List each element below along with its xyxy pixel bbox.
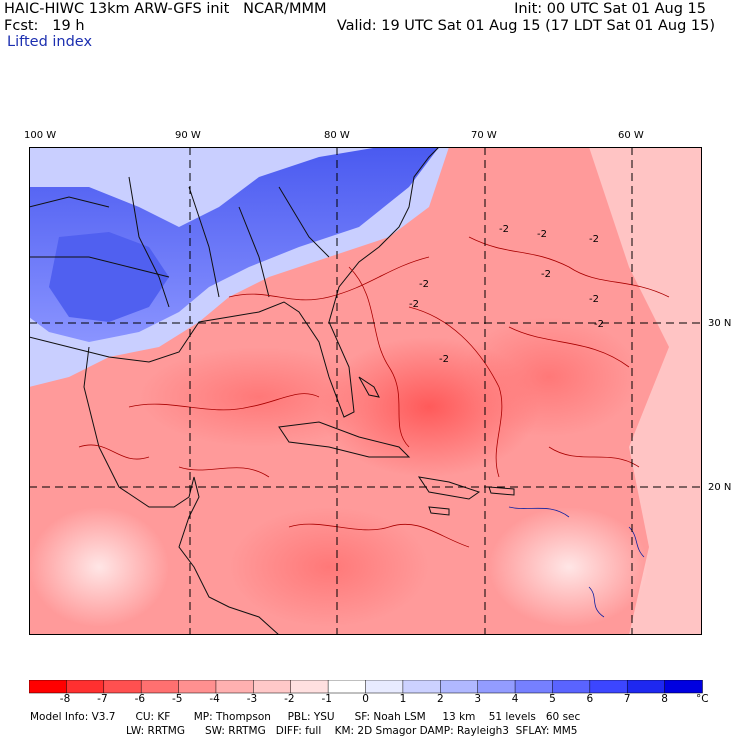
- contour-label: -2: [541, 269, 551, 280]
- contour-label: -2: [409, 299, 419, 310]
- colorbar-tick-label: -8: [59, 693, 71, 705]
- colorbar-swatch: [103, 680, 142, 694]
- colorbar-swatch: [402, 680, 442, 694]
- colorbar-swatch: [664, 680, 703, 694]
- colorbar-tick-label: 8: [661, 693, 668, 705]
- colorbar-swatch: [140, 680, 180, 694]
- init-time: Init: 00 UTC Sat 01 Aug 15: [514, 1, 706, 17]
- contour-label: -2: [537, 229, 547, 240]
- colorbar-swatch: [66, 680, 105, 694]
- colorbar-swatch: [514, 680, 554, 694]
- colorbar-swatch: [365, 680, 404, 694]
- unstable-core-caribbean: [229, 507, 429, 627]
- colorbar-swatch: [589, 680, 628, 694]
- colorbar-tick-label: 6: [586, 693, 594, 705]
- pale-area-south: [489, 507, 649, 627]
- product-title: HAIC-HIWC 13km ARW-GFS init NCAR/MMM: [4, 1, 327, 17]
- lon-label-80w: 80 W: [324, 130, 350, 141]
- colorbar-tick-label: -4: [209, 693, 220, 705]
- colorbar-tick-label: -5: [171, 693, 183, 705]
- contour-label: -2: [589, 234, 599, 245]
- contour-lines-blue: [508, 506, 645, 618]
- map-frame: [29, 147, 702, 635]
- contour-label: -2: [419, 279, 429, 290]
- colorbar-tick-label: 1: [399, 693, 407, 705]
- colorbar-tick-label: 5: [549, 693, 556, 705]
- unstable-core-gulf: [139, 347, 379, 447]
- valid-time: Valid: 19 UTC Sat 01 Aug 15 (17 LDT Sat …: [336, 18, 715, 34]
- colorbar-tick-label: -2: [284, 693, 295, 705]
- lifted-index-map: -2 -2 -2 -2 -2 -2 -2 -2 -2: [29, 147, 702, 635]
- colorbar-swatch: [29, 680, 68, 694]
- lon-label-100w: 100 W: [24, 130, 57, 141]
- stable-east-region: [589, 147, 702, 635]
- contour-label: -2: [439, 354, 449, 365]
- lat-label-20n: 20 N: [708, 482, 732, 493]
- colorbar-swatch: [552, 680, 591, 694]
- colorbar-swatch: [440, 680, 479, 694]
- lon-label-60w: 60 W: [618, 130, 644, 141]
- model-info-line2: LW: RRTMG SW: RRTMG DIFF: full KM: 2D Sm…: [126, 725, 578, 737]
- colorbar-tick-label: 0: [362, 693, 369, 705]
- colorbar-swatch: [253, 680, 292, 694]
- colorbar-swatch: [327, 680, 367, 694]
- lat-label-30n: 30 N: [708, 318, 732, 329]
- contour-label: -2: [499, 224, 509, 235]
- colorbar-swatch: [290, 680, 329, 694]
- pale-area-mexico: [29, 507, 169, 627]
- model-info-line1: Model Info: V3.7 CU: KF MP: Thompson PBL…: [30, 711, 581, 723]
- colorbar-tick-label: -1: [321, 693, 332, 705]
- colorbar-tick-label: -6: [134, 693, 146, 705]
- lon-label-90w: 90 W: [175, 130, 201, 141]
- colorbar-unit: °C: [696, 693, 709, 705]
- colorbar-tick-label: 7: [623, 693, 631, 705]
- colorbar-swatch: [215, 680, 255, 694]
- colorbar-swatch: [626, 680, 666, 694]
- forecast-hour: Fcst: 19 h: [4, 18, 85, 34]
- colorbar-tick-label: -7: [97, 693, 108, 705]
- coastlines: [29, 147, 515, 635]
- contour-lines: [78, 236, 670, 548]
- stable-core-region: [49, 232, 169, 322]
- contour-label: -2: [589, 294, 599, 305]
- colorbar-tick-label: 4: [511, 693, 519, 705]
- colorbar-tick-label: -3: [246, 693, 258, 705]
- colorbar: [29, 680, 703, 694]
- contour-label: -2: [594, 319, 604, 330]
- colorbar-tick-label: 2: [436, 693, 444, 705]
- unstable-core-atlantic: [459, 317, 639, 437]
- field-name: Lifted index: [7, 34, 93, 50]
- lon-label-70w: 70 W: [471, 130, 497, 141]
- lat-lon-grid: [29, 147, 702, 635]
- colorbar-swatch: [477, 680, 516, 694]
- colorbar-tick-label: 3: [474, 693, 482, 705]
- colorbar-swatch: [178, 680, 217, 694]
